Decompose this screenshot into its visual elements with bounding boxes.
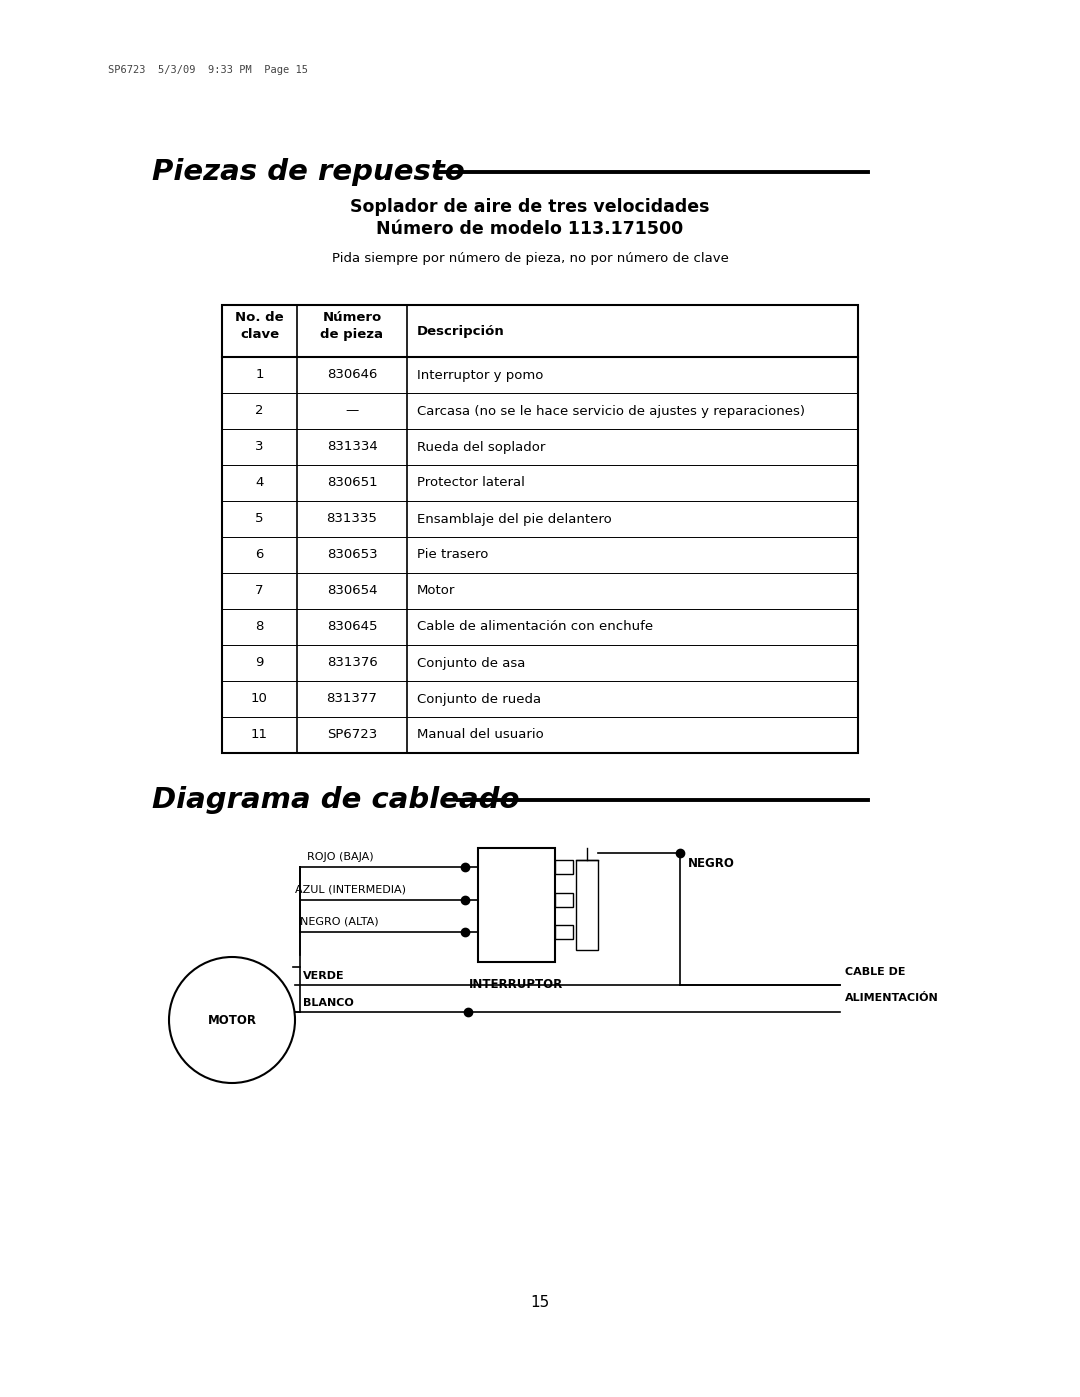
Text: ROJO (BAJA): ROJO (BAJA) [307, 852, 374, 862]
Text: 9: 9 [255, 657, 264, 669]
Text: Conjunto de asa: Conjunto de asa [417, 657, 525, 669]
Text: 10: 10 [251, 693, 268, 705]
Text: —: — [346, 405, 359, 418]
Text: Protector lateral: Protector lateral [417, 476, 525, 489]
Text: 830645: 830645 [327, 620, 377, 633]
Text: AZUL (INTERMEDIA): AZUL (INTERMEDIA) [295, 886, 406, 895]
Text: SP6723  5/3/09  9:33 PM  Page 15: SP6723 5/3/09 9:33 PM Page 15 [108, 66, 308, 75]
Text: Pida siempre por número de pieza, no por número de clave: Pida siempre por número de pieza, no por… [332, 251, 728, 265]
Text: 830654: 830654 [327, 584, 377, 598]
Text: 830646: 830646 [327, 369, 377, 381]
Bar [555, 861, 573, 875]
Text: ALIMENTACIÓN: ALIMENTACIÓN [845, 993, 939, 1003]
Text: 831377: 831377 [326, 693, 377, 705]
Text: NEGRO: NEGRO [688, 856, 734, 870]
Text: Cable de alimentación con enchufe: Cable de alimentación con enchufe [417, 620, 653, 633]
Text: VERDE: VERDE [303, 971, 345, 981]
Text: 8: 8 [255, 620, 264, 633]
Bar [576, 861, 598, 950]
Text: 2: 2 [255, 405, 264, 418]
Text: Soplador de aire de tres velocidades: Soplador de aire de tres velocidades [350, 198, 710, 217]
Text: No. de
clave: No. de clave [235, 312, 284, 341]
Text: Descripción: Descripción [417, 324, 504, 338]
Text: 5: 5 [255, 513, 264, 525]
Text: Conjunto de rueda: Conjunto de rueda [417, 693, 541, 705]
Text: 830653: 830653 [326, 549, 377, 562]
Text: 830651: 830651 [326, 476, 377, 489]
Text: 4: 4 [255, 476, 264, 489]
Text: Manual del usuario: Manual del usuario [417, 728, 543, 742]
Text: Ensamblaje del pie delantero: Ensamblaje del pie delantero [417, 513, 611, 525]
Text: 7: 7 [255, 584, 264, 598]
Text: 15: 15 [530, 1295, 550, 1310]
Text: NEGRO (ALTA): NEGRO (ALTA) [300, 916, 379, 928]
Text: 831335: 831335 [326, 513, 377, 525]
Text: Diagrama de cableado: Diagrama de cableado [152, 787, 519, 814]
Text: Pie trasero: Pie trasero [417, 549, 488, 562]
Bar [555, 925, 573, 939]
Text: CABLE DE: CABLE DE [845, 967, 905, 977]
Text: SP6723: SP6723 [327, 728, 377, 742]
Text: Rueda del soplador: Rueda del soplador [417, 440, 545, 454]
Bar [222, 305, 858, 753]
Text: 1: 1 [255, 369, 264, 381]
Bar [478, 848, 555, 963]
Text: 3: 3 [255, 440, 264, 454]
Text: 831334: 831334 [326, 440, 377, 454]
Text: Piezas de repuesto: Piezas de repuesto [152, 158, 464, 186]
Text: Carcasa (no se le hace servicio de ajustes y reparaciones): Carcasa (no se le hace servicio de ajust… [417, 405, 805, 418]
Text: 831376: 831376 [326, 657, 377, 669]
Text: BLANCO: BLANCO [303, 997, 354, 1009]
Text: Interruptor y pomo: Interruptor y pomo [417, 369, 543, 381]
Text: INTERRUPTOR: INTERRUPTOR [470, 978, 564, 990]
Text: Número
de pieza: Número de pieza [321, 312, 383, 341]
Text: Motor: Motor [417, 584, 456, 598]
Text: 6: 6 [255, 549, 264, 562]
Text: Número de modelo 113.171500: Número de modelo 113.171500 [376, 219, 684, 237]
Bar [555, 893, 573, 907]
Text: 11: 11 [251, 728, 268, 742]
Text: MOTOR: MOTOR [207, 1013, 257, 1027]
